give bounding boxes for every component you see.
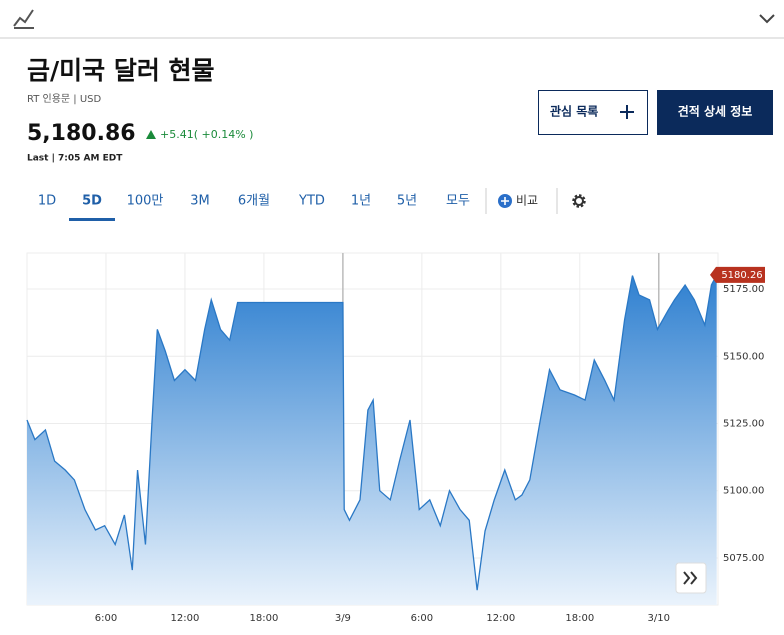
x-tick-label: 18:00 [250, 613, 279, 624]
up-arrow [146, 130, 156, 139]
tab[interactable]: 6개월 [238, 194, 270, 209]
x-tick-label: 6:00 [95, 613, 117, 624]
button-label: 관심 목록 [550, 104, 598, 119]
last-value-tag [710, 266, 765, 283]
tab[interactable]: 5D [82, 194, 102, 209]
tab-bar: 비교 1D 5D 100만 3M 6개월 YTD 1년 5년 모두 [38, 188, 586, 221]
price: 5,180.86 [27, 121, 136, 146]
tab[interactable]: YTD [298, 194, 325, 209]
area [27, 274, 717, 605]
active-underline [69, 218, 115, 221]
change: +5.41( +0.14% ) [160, 128, 253, 141]
settings[interactable] [572, 194, 586, 208]
x-tick-label: 18:00 [565, 613, 594, 624]
title: 금/미국 달러 현물 [27, 56, 215, 85]
icon-line [13, 9, 34, 27]
tab[interactable]: 1년 [351, 194, 371, 209]
tab[interactable]: 100만 [127, 194, 164, 209]
top-bar [0, 9, 784, 39]
button-label: 견적 상세 정보 [678, 104, 753, 119]
watchlist-button[interactable]: 관심 목록 [538, 90, 648, 135]
compare-plus [501, 197, 509, 205]
subtitle: RT 인용문 | USD [27, 93, 102, 105]
x-tick-label: 12:00 [171, 613, 200, 624]
x-tick-label: 6:00 [411, 613, 433, 624]
plot: 5075.00 5100.00 5125.00 5150.00 5175.00 6:00 1… [26, 252, 765, 624]
x-tick-label: 3/10 [648, 613, 670, 624]
x-tick-label: 3/9 [335, 613, 351, 624]
compare-button[interactable]: 비교 [498, 194, 538, 209]
tab[interactable]: 3M [190, 194, 210, 209]
scroll-frame [675, 562, 707, 594]
quote-button[interactable]: 견적 상세 정보 [657, 90, 773, 135]
y-tick-label: 5175.00 [723, 284, 764, 295]
tab[interactable]: 1D [38, 194, 56, 209]
button-frame [657, 90, 773, 135]
gear-ring [574, 196, 584, 206]
y-tick-label: 5075.00 [723, 553, 764, 564]
tab[interactable]: 모두 [446, 194, 470, 209]
chart-icon[interactable] [13, 9, 34, 29]
chevron[interactable] [759, 14, 775, 24]
scroll-button[interactable] [675, 562, 707, 594]
last-time: Last | 7:05 AM EDT [27, 154, 123, 164]
tab[interactable]: 5년 [397, 194, 417, 209]
compare-label: 비교 [516, 194, 538, 208]
y-tick-label: 5100.00 [723, 486, 764, 497]
y-tick-label: 5125.00 [723, 418, 764, 429]
line [26, 274, 718, 591]
plus-icon [620, 105, 634, 119]
scroll-icon [683, 571, 698, 585]
last-value-label: 5180.26 [721, 270, 762, 281]
x-tick-label: 12:00 [486, 613, 515, 624]
y-tick-label: 5150.00 [723, 351, 764, 362]
